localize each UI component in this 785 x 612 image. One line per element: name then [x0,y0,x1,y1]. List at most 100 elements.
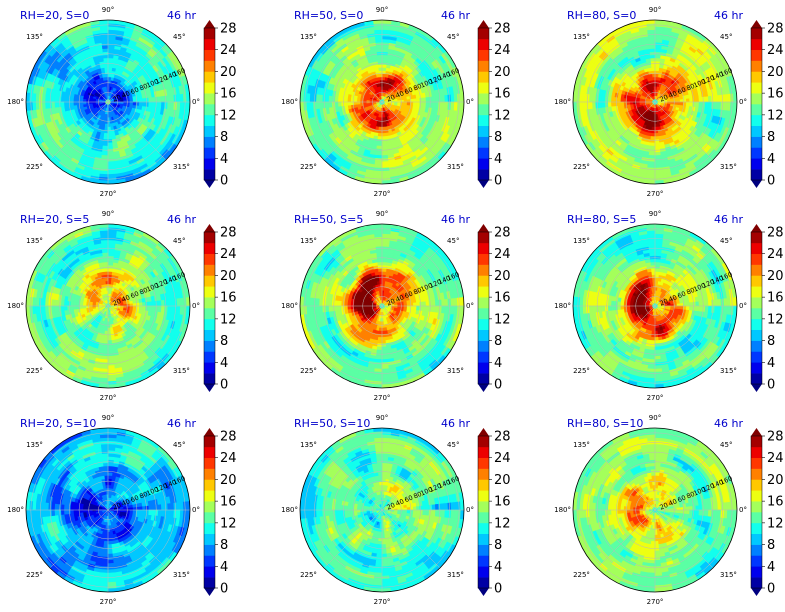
radial-tick-label: 40 [667,89,678,100]
contour-cell [103,132,109,138]
colorbar-tick-label: 24 [767,43,784,58]
colorbar-tick-label: 20 [767,65,784,80]
angle-grid-line [596,101,656,161]
colorbar-segment [478,136,489,148]
radial-tick-label: 60 [129,86,140,97]
radial-tick-label: 60 [403,86,414,97]
colorbar-segment [204,104,215,116]
contour-cell [733,101,737,112]
contour-cell [123,305,128,309]
panel-title: RH=50, S=0 [294,9,363,22]
contour-cell [356,98,361,103]
contour-cell [651,126,656,131]
angle-grid-line [654,101,714,161]
angle-tick-label: 90° [649,6,661,14]
contour-cell [346,97,352,103]
colorbar-segment [751,147,762,159]
angle-tick-label: 45° [720,33,732,41]
panel-title: RH=80, S=0 [567,9,636,22]
angle-tick-label: 180° [554,98,571,106]
colorbar-segment [204,125,215,137]
contour-cell [69,101,74,107]
contour-cell [377,63,383,68]
angle-grid-line [596,43,656,103]
colorbar-tick-label: 8 [494,130,502,145]
colorbar-segment [478,38,489,51]
colorbar-frame [203,27,216,181]
colorbar-segment [751,125,762,137]
contour-cell [103,136,109,141]
contour-cell [88,99,93,103]
polar-frame [572,19,738,185]
angle-tick-label: 90° [376,6,388,14]
radial-tick-label: 80 [412,82,423,93]
contour-cell [79,98,84,103]
contour-cell [416,101,421,107]
angle-tick-label: 0° [466,98,474,106]
contour-cell [654,136,660,141]
polar-frame [299,19,465,185]
colorbar-tick-label: 24 [220,43,237,58]
colorbar-tick-label: 0 [494,174,502,189]
colorbar-tick-label: 16 [767,87,784,102]
contour-cell [107,66,113,72]
contour-cell [645,180,656,184]
contour-cell [142,97,147,103]
contour-cell [676,101,681,106]
colorbar-segment [751,93,762,105]
contour-cell [412,101,418,107]
contour-cell [103,63,109,68]
radial-tick-label: 80 [138,82,149,93]
colorbar-extend-min [478,180,489,188]
angle-grid-line [323,101,383,161]
colorbar-frame [750,27,763,181]
colorbar-segment [751,136,762,148]
colorbar-segment [751,38,762,51]
contour-cell [120,101,125,105]
contour-cell [619,97,625,103]
contour-cell [107,63,113,68]
contour-cell [654,20,665,24]
contour-cell [107,82,111,87]
contour-cell [353,98,358,103]
colorbar-segment [478,82,489,94]
colorbar-segment [204,60,215,72]
contour-cell [381,66,387,72]
colorbar-segment [751,60,762,72]
contour-cell [372,180,383,184]
contour-cell [343,101,348,107]
contour-cell [138,101,144,107]
contour-cell [107,136,113,141]
contour-cell [670,101,675,105]
colorbar-extend-max [204,20,215,28]
contour-cell [689,97,694,103]
angle-grid-line [323,43,383,103]
contour-cell [381,76,386,81]
angle-tick-label: 180° [7,98,24,106]
angle-tick-label: 315° [447,163,464,171]
contour-cell [654,73,659,78]
angle-tick-label: 180° [281,98,298,106]
panel-title: RH=20, S=0 [20,9,89,22]
angle-tick-label: 315° [720,163,737,171]
contour-cell [460,101,464,112]
colorbar-segment [478,28,489,40]
colorbar-tick-label: 28 [494,22,511,37]
colorbar-tick-label: 16 [494,87,511,102]
contour-cell [107,286,111,291]
colorbar-tick-label: 16 [220,87,237,102]
colorbar-segment [478,158,489,170]
colorbar-tick-label: 4 [494,152,502,167]
angle-tick-label: 225° [300,163,317,171]
contour-cell [573,92,577,103]
angle-tick-label: 45° [447,33,459,41]
contour-cell [650,63,656,68]
angle-tick-label: 270° [100,190,117,198]
contour-cell [120,305,125,309]
colorbar-segment [204,49,215,61]
contour-cell [416,97,421,103]
colorbar-tick-label: 20 [494,65,511,80]
colorbar-segment [751,169,762,181]
angle-tick-label: 0° [192,98,200,106]
